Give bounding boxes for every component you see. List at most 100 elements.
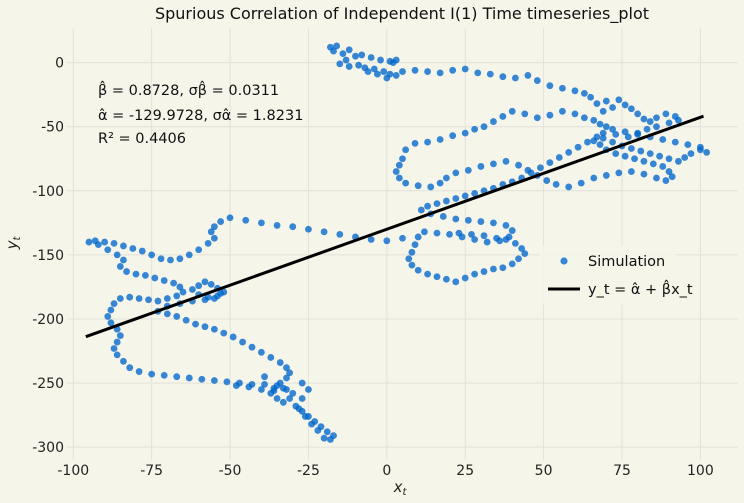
data-point: [339, 50, 347, 58]
legend-marker-simulation: [560, 257, 568, 265]
data-point: [392, 168, 400, 175]
data-point: [634, 110, 642, 118]
data-point: [414, 182, 422, 190]
data-point: [646, 150, 654, 158]
legend: Simulation y_t = α̂ + β̂x_t: [540, 246, 693, 304]
x-tick-label: 25: [456, 463, 474, 479]
data-point: [665, 168, 673, 175]
data-point: [461, 192, 469, 200]
stat-r-squared: R² = 0.4406: [98, 131, 186, 147]
data-point: [148, 370, 156, 378]
data-point: [468, 230, 475, 238]
data-point: [424, 202, 431, 210]
y-tick-label: -150: [32, 248, 64, 264]
data-point: [684, 141, 692, 149]
data-point: [640, 170, 648, 178]
data-point: [104, 246, 112, 254]
data-point: [135, 295, 143, 302]
data-point: [107, 319, 115, 327]
data-point: [433, 200, 441, 208]
data-point: [392, 72, 400, 79]
data-point: [662, 110, 670, 118]
data-point: [524, 72, 532, 79]
data-point: [659, 163, 667, 170]
chart-title: Spurious Correlation of Independent I(1)…: [155, 4, 649, 24]
data-point: [232, 382, 240, 390]
data-point: [593, 133, 601, 141]
data-point: [602, 97, 610, 105]
data-point: [615, 96, 623, 104]
data-point: [477, 163, 485, 170]
data-point: [176, 283, 184, 291]
data-point: [602, 123, 610, 131]
data-point: [533, 77, 541, 84]
data-point: [502, 236, 510, 243]
data-point: [533, 114, 541, 122]
data-point: [207, 228, 215, 236]
data-point: [508, 107, 516, 115]
data-point: [179, 288, 187, 296]
data-point: [220, 329, 228, 337]
data-point: [436, 69, 444, 77]
data-point: [640, 157, 648, 165]
data-point: [298, 379, 306, 387]
data-point: [490, 160, 497, 168]
data-point: [283, 364, 290, 372]
data-point: [160, 277, 168, 284]
data-point: [483, 238, 491, 246]
data-point: [455, 229, 463, 237]
data-point: [330, 47, 337, 55]
data-point: [471, 236, 479, 243]
data-point: [511, 74, 519, 82]
data-point: [210, 223, 218, 231]
legend-label-fit: y_t = α̂ + β̂x_t: [588, 279, 693, 298]
data-point: [665, 155, 673, 163]
data-point: [584, 138, 591, 146]
legend-box: [540, 246, 676, 304]
data-point: [621, 128, 629, 136]
data-point: [471, 270, 479, 278]
data-point: [580, 114, 588, 122]
data-point: [596, 141, 604, 149]
data-point: [163, 295, 171, 302]
data-point: [703, 148, 711, 156]
data-point: [461, 129, 469, 137]
data-point: [402, 146, 410, 154]
data-point: [207, 280, 215, 288]
x-axis-label-sub: t: [402, 487, 407, 498]
data-point: [113, 351, 121, 359]
data-point: [276, 359, 284, 366]
data-point: [167, 256, 174, 264]
data-point: [602, 172, 610, 179]
data-point: [226, 214, 234, 222]
data-point: [571, 87, 579, 95]
data-point: [587, 93, 595, 101]
data-point: [653, 174, 660, 182]
data-point: [427, 183, 435, 191]
data-point: [270, 387, 278, 395]
data-point: [521, 110, 529, 118]
data-point: [471, 189, 479, 197]
data-point: [323, 428, 331, 436]
x-axis-label-main: x: [393, 478, 403, 496]
data-point: [110, 239, 118, 247]
data-point: [120, 357, 127, 365]
data-point: [345, 46, 353, 54]
data-point: [145, 296, 152, 304]
data-point: [436, 179, 444, 187]
data-point: [160, 371, 168, 379]
data-point: [411, 66, 419, 74]
data-point: [85, 238, 93, 246]
data-point: [383, 237, 391, 245]
data-point: [192, 320, 199, 328]
data-point: [289, 223, 297, 231]
x-tick-labels: -100 -75 -50 -25 0 25 50 75 100: [57, 463, 713, 479]
data-point: [305, 225, 312, 233]
data-point: [345, 63, 353, 70]
data-point: [210, 325, 218, 333]
data-point: [621, 101, 629, 109]
data-point: [637, 147, 645, 155]
data-point: [126, 293, 134, 301]
data-point: [267, 354, 275, 361]
data-point: [120, 256, 127, 264]
